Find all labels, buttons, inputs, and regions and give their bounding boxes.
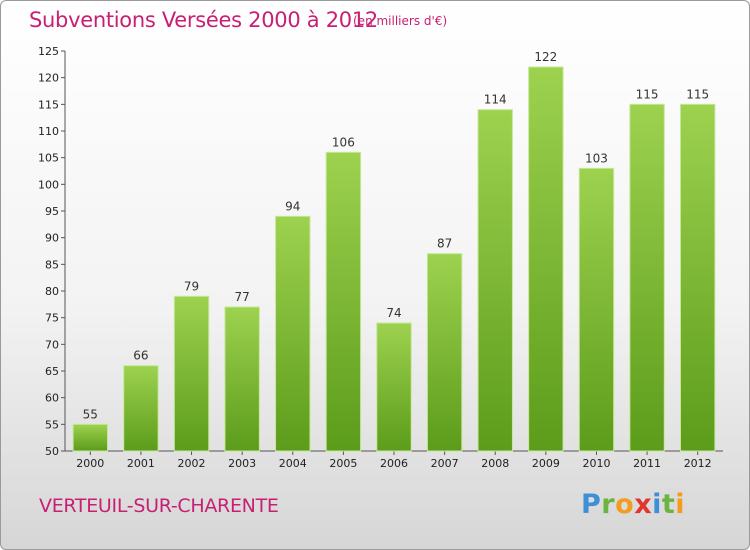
bar — [224, 306, 260, 452]
bar — [325, 151, 362, 452]
y-tick-label: 115 — [38, 98, 59, 111]
logo-letter: P — [581, 489, 602, 520]
x-tick-label: 2010 — [582, 457, 610, 470]
bar-value-label: 122 — [534, 50, 557, 64]
chart-title: Subventions Versées 2000 à 2012 — [29, 8, 378, 32]
x-tick-label: 2005 — [329, 457, 357, 470]
proxiti-logo: Proxiti — [581, 489, 685, 520]
y-tick-label: 90 — [45, 232, 59, 245]
bar-value-label: 79 — [184, 279, 199, 293]
bar — [477, 109, 513, 452]
bar — [426, 253, 463, 452]
bar — [528, 66, 564, 452]
logo-letter: r — [601, 489, 616, 520]
x-tick-label: 2011 — [633, 457, 661, 470]
y-tick-label: 125 — [38, 45, 59, 58]
commune-name: VERTEUIL-SUR-CHARENTE — [39, 495, 279, 517]
logo-letter: o — [615, 489, 635, 520]
x-tick-label: 2000 — [76, 457, 104, 470]
bar — [275, 215, 311, 452]
bar — [72, 423, 109, 452]
bar-value-label: 55 — [83, 407, 98, 421]
y-tick-label: 85 — [45, 258, 59, 271]
x-tick-label: 2008 — [481, 457, 509, 470]
logo-letter: i — [652, 489, 662, 520]
y-tick-label: 50 — [45, 445, 59, 458]
y-tick-label: 70 — [45, 338, 59, 351]
bar-value-label: 103 — [585, 151, 608, 165]
x-tick-label: 2002 — [178, 457, 206, 470]
y-tick-label: 120 — [38, 72, 59, 85]
bar-value-label: 115 — [636, 87, 659, 101]
bar-value-label: 115 — [686, 87, 709, 101]
x-tick-label: 2007 — [431, 457, 459, 470]
bar — [629, 103, 665, 452]
x-tick-label: 2006 — [380, 457, 408, 470]
bar — [173, 295, 210, 452]
bar-value-label: 94 — [285, 199, 300, 213]
y-tick-label: 65 — [45, 365, 59, 378]
bar-value-label: 106 — [332, 135, 355, 149]
y-tick-label: 80 — [45, 285, 59, 298]
bar — [123, 365, 159, 452]
chart-subtitle: (en milliers d'€) — [353, 14, 448, 28]
y-tick-label: 55 — [45, 418, 59, 431]
bar-value-label: 114 — [484, 93, 507, 107]
bar-value-label: 87 — [437, 237, 452, 251]
logo-letter: i — [675, 489, 686, 520]
x-tick-label: 2003 — [228, 457, 256, 470]
bar-value-label: 66 — [133, 349, 148, 363]
y-tick-label: 105 — [38, 152, 59, 165]
logo-letter: x — [634, 489, 653, 520]
y-tick-label: 100 — [38, 178, 59, 191]
bar-value-label: 77 — [235, 290, 250, 304]
logo-letter: t — [661, 489, 676, 520]
x-tick-label: 2004 — [279, 457, 307, 470]
y-tick-label: 110 — [38, 125, 59, 138]
bar — [578, 167, 615, 452]
y-tick-label: 75 — [45, 312, 59, 325]
x-tick-label: 2001 — [127, 457, 155, 470]
bar — [376, 322, 412, 452]
y-tick-label: 60 — [45, 392, 59, 405]
bar — [679, 103, 716, 452]
x-tick-label: 2009 — [532, 457, 560, 470]
bar-value-label: 74 — [386, 306, 401, 320]
x-tick-label: 2012 — [684, 457, 712, 470]
y-tick-label: 95 — [45, 205, 59, 218]
